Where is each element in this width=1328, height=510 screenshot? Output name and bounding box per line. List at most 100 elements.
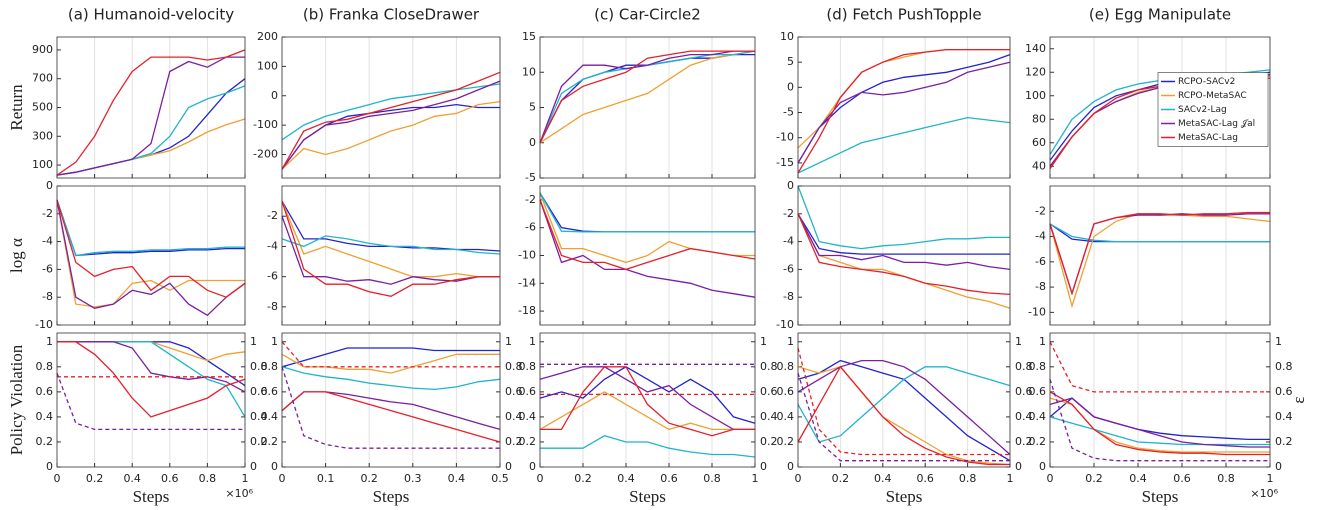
y-tick-label: -8 (783, 290, 794, 303)
plot-frame (539, 36, 756, 179)
x-tick-label: 0.8 (1217, 472, 1235, 485)
y-tick-label: 100 (32, 158, 53, 171)
y2-tick-label: 0.6 (760, 385, 778, 398)
y-tick-label: -2 (1035, 204, 1046, 217)
y-tick-label: -18 (518, 304, 536, 317)
y-tick-label: 0.8 (777, 360, 795, 373)
y-tick-label: -8 (1035, 280, 1046, 293)
y2-tick-label: 0.8 (250, 360, 268, 373)
subplot-title: (c) Car-Circle2 (594, 6, 701, 24)
series-line (56, 372, 245, 431)
series-line (539, 192, 755, 233)
y-tick-label: -5 (525, 171, 536, 184)
y2-tick-label: 1 (505, 335, 512, 348)
x-tick-label: 0 (1047, 472, 1054, 485)
y-tick-label: -10 (776, 131, 794, 144)
y2-tick-label: 0.4 (1275, 410, 1293, 423)
y-tick-label: -8 (267, 300, 278, 313)
legend-label: MetaSAC-Lag (1178, 133, 1238, 143)
plot-area (540, 37, 755, 178)
y-tick-label: 1 (529, 335, 536, 348)
x-tick-label: 0.6 (1173, 472, 1191, 485)
y2-tick-label: 0.6 (250, 385, 268, 398)
y-tick-label: 0.2 (777, 435, 795, 448)
y-tick-label: -200 (253, 148, 278, 161)
y-tick-label: 5 (787, 55, 794, 68)
series-line (281, 100, 501, 170)
series-line (797, 185, 1010, 250)
subplot-title: (b) Franka CloseDrawer (303, 6, 480, 24)
y-tick-label: 0 (271, 89, 278, 102)
series-line (281, 235, 501, 255)
series-line (797, 53, 1011, 164)
x-tick-label: 0.2 (832, 472, 850, 485)
y2-tick-label: 1 (250, 335, 257, 348)
series-line (797, 372, 1010, 462)
x-tick-label: 0.6 (660, 472, 678, 485)
x-tick-label: 0.5 (491, 472, 509, 485)
y2-tick-label: 0.4 (505, 410, 523, 423)
y-tick-label: -4 (42, 235, 53, 248)
y-tick-label: 80 (1032, 112, 1046, 125)
series-line (1049, 397, 1270, 448)
x-tick-label: 0.8 (703, 472, 721, 485)
plot-frame (281, 185, 501, 326)
x-tick-label: 0.3 (404, 472, 422, 485)
x-axis-label: Steps (886, 487, 923, 506)
y2-tick-label: 0.2 (1275, 435, 1293, 448)
plot-frame (797, 332, 1011, 468)
plot-area (1050, 186, 1270, 325)
legend-label: SACv2-Lag (1178, 105, 1227, 115)
y-tick-label: 0.4 (36, 410, 54, 423)
series-line (540, 434, 756, 458)
series-line (1049, 379, 1270, 462)
y-tick-label: 0 (787, 179, 794, 192)
subplot: -5 0 5 10 15 (c) Car-Circle2 (522, 6, 756, 184)
series-line (797, 48, 1010, 174)
y2-tick-label: 0.8 (505, 360, 523, 373)
y2-tick-label: 0.2 (760, 435, 778, 448)
series-line (797, 359, 1011, 455)
y-tick-label: 1 (787, 335, 794, 348)
y-tick-label: 0.8 (261, 360, 279, 373)
series-line (56, 199, 245, 308)
series-line (281, 366, 500, 449)
series-line (539, 199, 756, 271)
x-tick-label: 0.6 (161, 472, 179, 485)
y-tick-label: 140 (1025, 42, 1046, 55)
y-tick-label: -2 (783, 207, 794, 220)
legend-label: MetaSAC-Lag 𝒥al (1178, 119, 1255, 129)
y-tick-label: 0.4 (519, 410, 537, 423)
y-tick-label: -2 (42, 207, 53, 220)
plot-area (57, 186, 245, 325)
legend-label: RCPO-SACv2 (1178, 77, 1235, 87)
y2-tick-label: 0.8 (1275, 360, 1293, 373)
series-line (797, 347, 1010, 456)
y-tick-label: -8 (42, 290, 53, 303)
subplot-title: (e) Egg Manipulate (1089, 6, 1231, 24)
y2-tick-label: 1 (760, 335, 767, 348)
subplot: -10 -8 -6 -4 -2 0 (776, 179, 1011, 331)
y-tick-label: 500 (32, 101, 53, 114)
y-tick-label: 0.8 (1029, 360, 1047, 373)
subplot: 0 0.2 0.4 0.6 0.8 100.20.40.60.8100.20.40.60.… (7, 332, 268, 506)
plot-frame (281, 36, 501, 179)
y2-tick-label: 0.2 (250, 435, 268, 448)
y-tick-label: 1 (271, 335, 278, 348)
series-line (56, 199, 246, 317)
y-tick-label: 0.4 (1029, 410, 1047, 423)
series-line (56, 199, 245, 257)
x-tick-label: 1 (1267, 472, 1274, 485)
series-line (797, 366, 1011, 443)
subplot: 0 0.2 0.4 0.6 0.8 100.20.40.60.8100.20.40.60.… (519, 332, 778, 506)
x-axis-label: Steps (133, 487, 170, 506)
y-tick-label: 0 (46, 179, 53, 192)
plot-frame (539, 185, 756, 326)
x-axis-label: Steps (629, 487, 666, 506)
subplot: 0 0.2 0.4 0.6 0.8 100.20.40.60.8100.20.40.60.… (1029, 332, 1308, 506)
series-line (1049, 211, 1270, 296)
series-line (539, 50, 755, 144)
y-tick-label: 120 (1025, 65, 1046, 78)
y-tick-label: 15 (522, 30, 536, 43)
